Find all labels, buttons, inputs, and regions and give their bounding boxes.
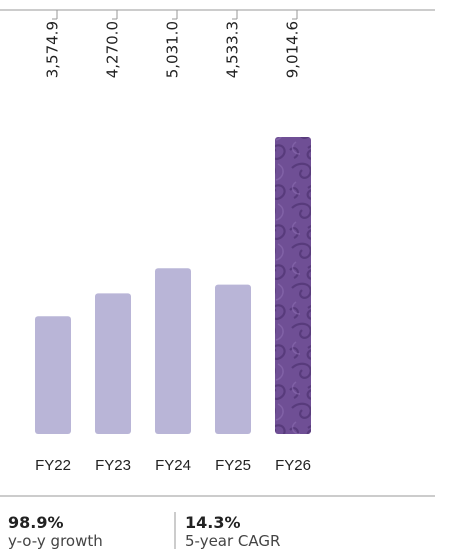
- bar: [95, 293, 131, 434]
- value-label: 5,031.0: [164, 21, 182, 78]
- stat-label: y-o-y growth: [8, 532, 103, 550]
- bar: [155, 268, 191, 434]
- value-label: 4,533.3: [224, 21, 242, 78]
- x-tick-label: FY22: [35, 457, 71, 474]
- stat-label: 5-year CAGR: [185, 532, 280, 550]
- value-label: 4,270.0: [104, 21, 122, 78]
- stat-value: 98.9%: [8, 513, 64, 532]
- bar: [35, 316, 71, 434]
- x-tick-label: FY26: [275, 457, 311, 474]
- value-label: 9,014.6: [284, 21, 302, 78]
- x-tick-label: FY24: [155, 457, 191, 474]
- x-tick-label: FY25: [215, 457, 251, 474]
- value-label: 3,574.9: [44, 21, 62, 78]
- bar: [215, 284, 251, 434]
- stat-value: 14.3%: [185, 513, 241, 532]
- bar-texture: [275, 137, 311, 434]
- x-tick-label: FY23: [95, 457, 131, 474]
